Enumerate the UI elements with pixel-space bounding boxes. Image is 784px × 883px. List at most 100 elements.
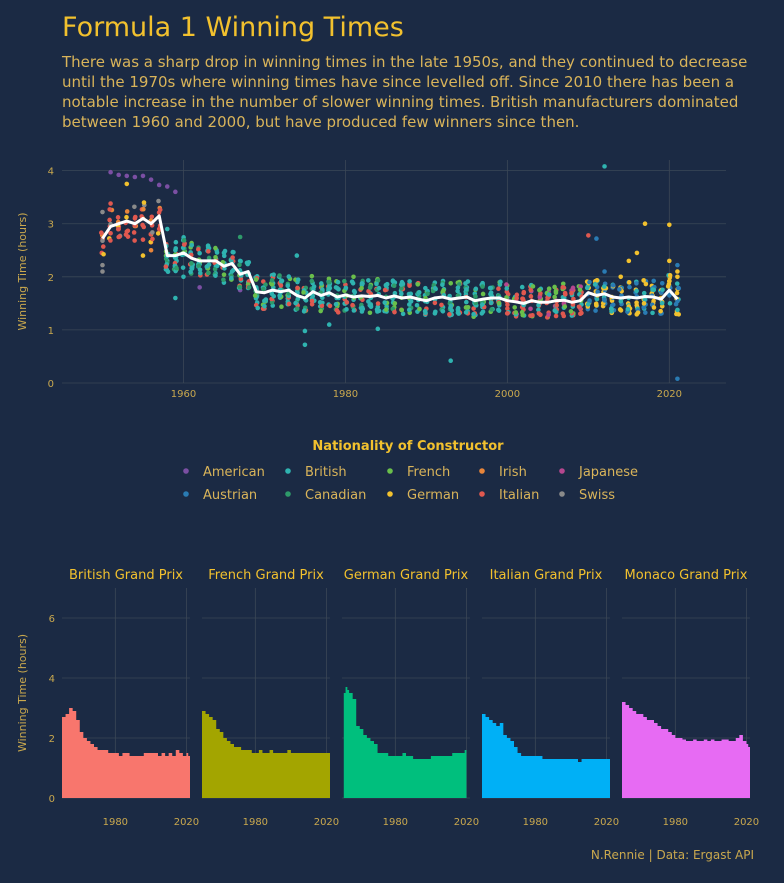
scatter-point <box>237 284 243 290</box>
scatter-point <box>108 201 113 206</box>
facet-x-tick-label: 1980 <box>383 817 408 828</box>
scatter-point <box>293 300 298 306</box>
legend-swatch <box>183 491 189 497</box>
scatter-point <box>440 308 446 314</box>
scatter-point <box>665 284 671 289</box>
scatter-y-tick-label: 2 <box>48 273 54 284</box>
scatter-point <box>101 251 106 257</box>
scatter-point <box>392 301 398 306</box>
scatter-point <box>519 309 525 315</box>
facet-x-tick-label: 1980 <box>523 817 548 828</box>
scatter-point <box>594 236 599 241</box>
scatter-point <box>181 242 187 247</box>
facet-title: French Grand Prix <box>208 568 324 583</box>
facet-x-tick-label: 1980 <box>243 817 268 828</box>
scatter-point <box>279 278 284 283</box>
facet-y-tick-label: 6 <box>49 614 55 625</box>
scatter-point <box>123 232 129 237</box>
scatter-point <box>367 310 373 316</box>
scatter-point <box>537 287 542 293</box>
facet-y-tick-label: 0 <box>49 794 55 805</box>
scatter-point <box>406 307 412 313</box>
facet-title: Italian Grand Prix <box>490 568 603 583</box>
scatter-point <box>100 269 105 274</box>
scatter-point <box>480 284 485 289</box>
scatter-point <box>213 254 218 260</box>
legend-item-label: Swiss <box>579 488 615 503</box>
scatter-point <box>302 308 307 313</box>
scatter-point <box>519 284 525 290</box>
scatter-point <box>651 278 657 284</box>
scatter-point <box>163 264 169 269</box>
scatter-point <box>309 278 315 284</box>
scatter-point <box>189 242 195 248</box>
legend-item-label: Austrian <box>203 488 257 503</box>
scatter-point <box>165 269 171 275</box>
scatter-point <box>108 230 113 236</box>
scatter-point <box>197 285 202 290</box>
scatter-point <box>674 311 679 317</box>
scatter-point <box>140 173 146 179</box>
scatter-point <box>400 311 406 317</box>
scatter-point <box>383 307 389 312</box>
legend-item-label: German <box>407 488 459 503</box>
scatter-point <box>595 289 600 295</box>
scatter-point <box>350 302 355 308</box>
scatter-point <box>108 169 113 175</box>
scatter-point <box>660 287 665 293</box>
scatter-point <box>626 280 632 285</box>
scatter-point <box>569 290 574 296</box>
scatter-point <box>164 184 170 189</box>
scatter-point <box>455 288 460 294</box>
scatter-point <box>157 207 163 213</box>
scatter-point <box>537 294 543 300</box>
scatter-y-tick-label: 3 <box>48 220 54 231</box>
scatter-point <box>528 294 534 299</box>
scatter-point <box>271 293 277 299</box>
scatter-point <box>390 278 396 283</box>
scatter-point <box>148 177 154 182</box>
scatter-point <box>238 276 244 282</box>
scatter-point <box>286 301 292 307</box>
legend-swatch <box>387 468 393 474</box>
scatter-point <box>488 300 494 306</box>
scatter-point <box>448 280 454 286</box>
scatter-point <box>610 283 616 288</box>
scatter-point <box>554 303 559 308</box>
scatter-point <box>271 272 276 277</box>
scatter-point <box>667 301 673 306</box>
scatter-point <box>237 234 243 240</box>
legend-swatch <box>183 468 189 474</box>
scatter-point <box>514 292 520 298</box>
scatter-point <box>352 289 358 295</box>
scatter-point <box>149 214 155 220</box>
facet-x-tick-label: 2020 <box>454 817 479 828</box>
scatter-point <box>530 284 536 289</box>
scatter-point <box>375 326 381 332</box>
legend-item-label: Italian <box>499 488 539 503</box>
legend-swatch <box>479 491 485 497</box>
scatter-point <box>181 238 187 243</box>
scatter-point <box>432 286 438 291</box>
scatter-point <box>375 304 381 310</box>
scatter-point <box>198 270 203 276</box>
scatter-point <box>326 286 331 292</box>
scatter-point <box>570 285 576 291</box>
scatter-x-tick-label: 1980 <box>333 389 358 400</box>
scatter-point <box>552 294 557 300</box>
scatter-point <box>498 279 503 285</box>
scatter-point <box>125 228 131 234</box>
scatter-point <box>140 222 145 228</box>
scatter-point <box>464 287 469 292</box>
scatter-point <box>407 279 412 284</box>
scatter-point <box>425 291 430 297</box>
legend-item-label: Irish <box>499 465 527 480</box>
scatter-point <box>610 302 616 308</box>
scatter-point <box>471 306 476 311</box>
scatter-point <box>643 281 649 287</box>
scatter-point <box>174 265 179 271</box>
scatter-point <box>667 258 672 264</box>
scatter-point <box>374 281 379 287</box>
scatter-point <box>400 281 406 287</box>
legend-item-label: British <box>305 465 347 480</box>
